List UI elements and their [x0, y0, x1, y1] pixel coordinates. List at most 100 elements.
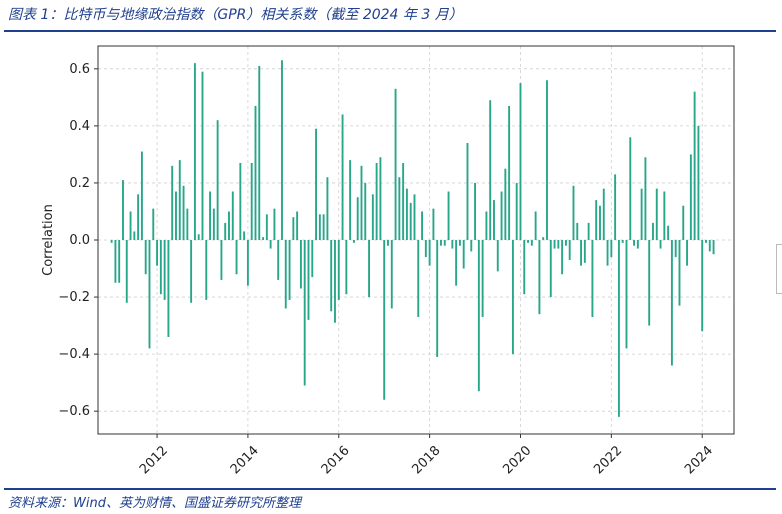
bar: [591, 240, 594, 318]
bar: [216, 120, 219, 240]
bar: [368, 240, 370, 298]
bar: [686, 240, 688, 266]
bar: [250, 162, 253, 240]
bar: [568, 240, 571, 260]
bar: [599, 205, 601, 240]
bar: [659, 240, 662, 249]
bar: [496, 240, 499, 272]
bar: [527, 240, 529, 243]
bar: [269, 240, 272, 249]
bar: [682, 205, 685, 240]
bar: [462, 240, 465, 269]
x-tick-label: 2016: [319, 443, 353, 477]
bar: [163, 240, 166, 300]
bar: [667, 225, 670, 240]
bar: [303, 240, 306, 386]
bar: [652, 222, 654, 240]
bar: [413, 194, 416, 240]
bar: [708, 240, 711, 252]
bar: [360, 165, 363, 240]
bar: [549, 240, 552, 298]
y-tick-label: 0.0: [69, 233, 90, 248]
bar: [284, 240, 287, 309]
bar: [583, 240, 586, 263]
bar: [209, 191, 211, 240]
bar: [504, 168, 507, 240]
bar: [409, 202, 412, 240]
y-tick-label: −0.2: [58, 290, 90, 305]
bar: [648, 240, 651, 326]
y-tick-label: −0.4: [58, 347, 90, 362]
bar: [564, 240, 567, 246]
bar: [405, 188, 408, 240]
bars: [110, 60, 715, 417]
bar: [455, 240, 458, 286]
bar: [167, 240, 170, 337]
bar: [701, 240, 704, 332]
bar: [239, 162, 242, 240]
bar: [530, 240, 533, 246]
bar: [678, 240, 681, 306]
bar: [440, 240, 442, 246]
bar: [231, 191, 234, 240]
bar: [394, 88, 397, 240]
bar: [424, 240, 427, 258]
bar: [500, 191, 503, 240]
bar: [451, 240, 454, 249]
bar: [345, 240, 348, 295]
bar: [182, 185, 185, 240]
bar: [341, 114, 344, 240]
bar: [542, 237, 545, 240]
bar-chart: −0.6 −0.4 −0.2 0.0 0.2 0.4 0.6 2012 2014 2016 2018…: [41, 45, 735, 477]
bar: [212, 208, 215, 240]
bar: [443, 240, 446, 246]
bar: [705, 240, 707, 243]
bar: [265, 214, 268, 240]
bar: [436, 240, 439, 357]
bar: [114, 240, 117, 283]
bar: [299, 240, 302, 289]
bar: [228, 211, 230, 240]
bar: [315, 128, 317, 240]
bar: [307, 240, 310, 320]
bar: [383, 240, 386, 400]
bar: [508, 105, 511, 240]
bar: [190, 240, 193, 303]
x-tick-label: 2018: [410, 443, 444, 477]
bar: [621, 240, 624, 243]
bar: [557, 240, 560, 249]
bar: [292, 217, 295, 240]
bar: [546, 80, 548, 240]
bar: [375, 162, 378, 240]
bar: [296, 211, 299, 240]
bar: [523, 240, 526, 295]
bar: [133, 231, 136, 240]
bar: [371, 194, 374, 240]
bar: [334, 240, 336, 323]
bar: [137, 194, 140, 240]
bar: [606, 240, 609, 266]
bar: [186, 208, 189, 240]
bar: [277, 240, 280, 280]
chart-title: 图表 1：比特币与地缘政治指数（GPR）相关系数（截至 2024 年 3 月）: [8, 7, 463, 23]
y-axis-label: Correlation: [41, 204, 56, 276]
y-tick-label: 0.4: [69, 119, 90, 134]
bar: [515, 182, 518, 240]
bar: [432, 208, 435, 240]
bar: [610, 240, 613, 258]
bar: [387, 240, 389, 246]
bar: [572, 185, 575, 240]
bar: [458, 240, 461, 246]
bar: [224, 222, 227, 240]
bar: [159, 240, 162, 295]
bar: [152, 208, 155, 240]
bar: [349, 160, 352, 240]
bar: [674, 240, 677, 258]
bar: [614, 174, 617, 240]
source-rule: [4, 488, 776, 490]
bar: [402, 162, 405, 240]
x-tick-label: 2024: [682, 443, 716, 477]
bar: [330, 240, 333, 312]
bar: [481, 240, 484, 318]
bar: [561, 240, 564, 275]
